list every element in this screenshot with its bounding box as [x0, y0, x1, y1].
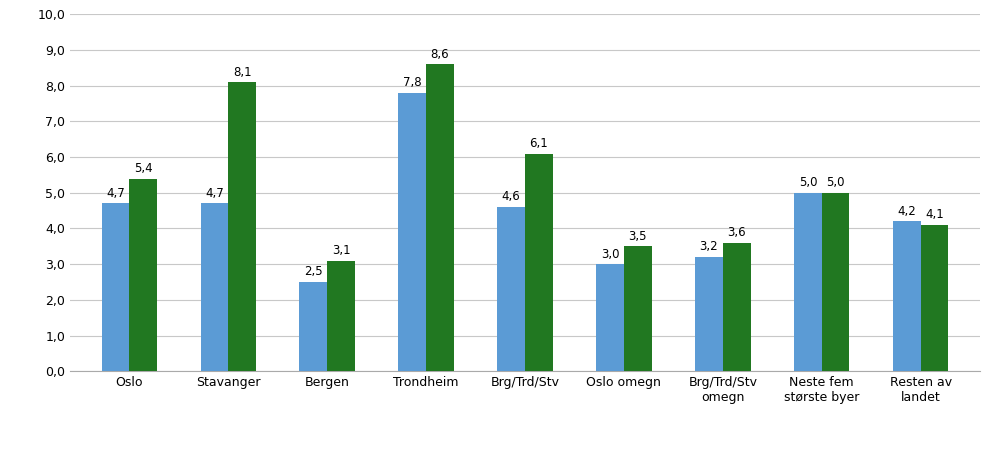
Text: 3,2: 3,2 — [700, 240, 718, 253]
Text: 3,0: 3,0 — [601, 248, 619, 261]
Text: 4,1: 4,1 — [925, 208, 944, 221]
Text: 3,5: 3,5 — [629, 230, 647, 243]
Bar — [525, 153, 553, 371]
Bar — [921, 225, 948, 371]
Bar — [624, 247, 652, 371]
Text: 4,6: 4,6 — [502, 190, 521, 204]
Bar — [695, 257, 723, 371]
Text: 3,1: 3,1 — [332, 244, 350, 257]
Text: 8,6: 8,6 — [431, 48, 449, 61]
Bar — [596, 264, 624, 371]
Bar — [228, 82, 256, 371]
Bar — [426, 64, 454, 371]
Bar — [398, 93, 426, 371]
Bar — [723, 243, 751, 371]
Text: 3,6: 3,6 — [727, 226, 746, 239]
Text: 4,2: 4,2 — [897, 205, 916, 218]
Text: 7,8: 7,8 — [403, 76, 422, 89]
Text: 4,7: 4,7 — [106, 187, 125, 200]
Text: 6,1: 6,1 — [529, 137, 548, 150]
Bar — [497, 207, 525, 371]
Text: 5,4: 5,4 — [134, 162, 153, 175]
Bar — [129, 178, 157, 371]
Bar — [299, 282, 327, 371]
Bar — [327, 261, 355, 371]
Bar — [893, 221, 921, 371]
Text: 4,7: 4,7 — [205, 187, 224, 200]
Bar — [102, 204, 129, 371]
Text: 5,0: 5,0 — [799, 176, 817, 189]
Bar — [822, 193, 849, 371]
Text: 5,0: 5,0 — [826, 176, 845, 189]
Text: 2,5: 2,5 — [304, 266, 323, 278]
Text: 8,1: 8,1 — [233, 66, 251, 79]
Bar — [794, 193, 822, 371]
Bar — [201, 204, 228, 371]
